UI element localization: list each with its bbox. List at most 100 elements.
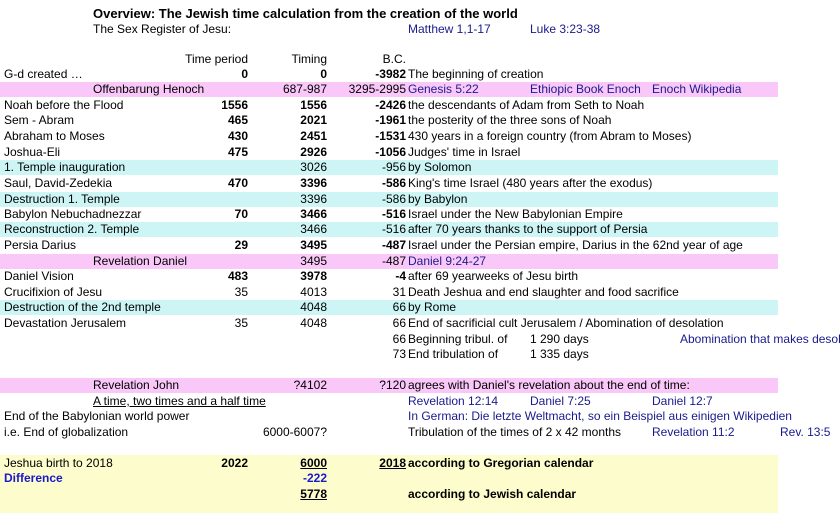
- ref-rev-13-link[interactable]: Rev. 13:5: [780, 425, 831, 439]
- row-desc: the posterity of the three sons of Noah: [408, 113, 612, 127]
- row-days: 1 335 days: [530, 347, 589, 361]
- row-timing: 4048: [300, 300, 327, 314]
- john-line3-timing: 6000-6007?: [262, 425, 327, 439]
- row-label: Revelation Daniel: [93, 254, 188, 268]
- row-period: 70: [234, 207, 248, 221]
- row-label: Noah before the Flood: [4, 98, 124, 112]
- summary-year: 2018: [379, 456, 406, 470]
- row-desc: Judges' time in Israel: [408, 145, 521, 159]
- row-desc: End of sacrificial cult Jerusalem / Abom…: [408, 316, 724, 330]
- john-label: Revelation John: [93, 378, 180, 392]
- row-label: Devastation Jerusalem: [4, 316, 127, 330]
- band-revelation-john: [0, 378, 778, 393]
- row-days: 1 290 days: [530, 332, 589, 346]
- row-label: Offenbarung Henoch: [93, 82, 205, 96]
- ref-matthew-link[interactable]: Matthew 1,1-17: [408, 22, 491, 36]
- row-timing: 4013: [300, 285, 327, 299]
- row-bc: -2426: [375, 98, 406, 112]
- row-bc: 66: [392, 316, 406, 330]
- row-desc: Israel under the Persian empire, Darius …: [408, 238, 743, 252]
- row-bc: -4: [395, 269, 406, 283]
- row-timing: 4048: [300, 316, 327, 330]
- row-desc: Beginning tribul. of: [408, 332, 508, 346]
- row-timing: 2451: [300, 129, 327, 143]
- ref-abomination-link[interactable]: Abomination that makes desolate: [680, 332, 840, 346]
- ref-luke-link[interactable]: Luke 3:23-38: [530, 22, 601, 36]
- row-desc: by Solomon: [408, 160, 472, 174]
- row-bc: 3295-2995: [348, 82, 406, 96]
- row-label: 1. Temple inauguration: [4, 160, 126, 174]
- row-label: Destruction of the 2nd temple: [4, 300, 161, 314]
- row-period: 475: [227, 145, 248, 159]
- row-timing: 687-987: [282, 82, 327, 96]
- band-henoch: [0, 82, 778, 97]
- row-label: Joshua-Eli: [4, 145, 61, 159]
- col-time-period: Time period: [185, 52, 248, 66]
- john-line3-label: i.e. End of globalization: [4, 425, 129, 439]
- row-desc: End tribulation of: [408, 347, 499, 361]
- summary-period: 2022: [221, 456, 248, 470]
- difference-label: Difference: [4, 471, 63, 485]
- band-reconstruction-2: [0, 222, 778, 237]
- ref-enoch-book-link[interactable]: Ethiopic Book Enoch: [530, 82, 641, 96]
- row-bc: 66: [392, 332, 406, 346]
- ref-daniel-7-link[interactable]: Daniel 7:25: [530, 394, 591, 408]
- row-desc: King's time Israel (480 years after the …: [408, 176, 653, 190]
- page-title: Overview: The Jewish time calculation fr…: [93, 6, 518, 21]
- john-subtitle: A time, two times and a half time: [93, 394, 266, 408]
- row-label: Babylon Nebuchadnezzar: [4, 207, 142, 221]
- row-bc: -956: [381, 160, 406, 174]
- row-desc: by Rome: [408, 300, 457, 314]
- row-bc: 66: [392, 300, 406, 314]
- row-period: 470: [227, 176, 248, 190]
- ref-enoch-wiki-link[interactable]: Enoch Wikipedia: [652, 82, 742, 96]
- jewish-year-value: 5778: [300, 487, 327, 501]
- page-subtitle: The Sex Register of Jesu:: [93, 22, 232, 36]
- row-timing: 3026: [300, 160, 327, 174]
- row-label: Saul, David-Zedekia: [4, 176, 113, 190]
- john-line3-desc: Tribulation of the times of 2 x 42 month…: [408, 425, 621, 439]
- john-desc: agrees with Daniel's revelation about th…: [408, 378, 690, 392]
- row-timing: 3396: [300, 176, 327, 190]
- ref-genesis-link[interactable]: Genesis 5:22: [408, 82, 479, 96]
- row-period: 483: [227, 269, 248, 283]
- band-destruction-2: [0, 300, 778, 315]
- row-timing: 3978: [300, 269, 327, 283]
- band-summary: [0, 455, 778, 513]
- row-desc: after 69 yearweeks of Jesu birth: [408, 269, 579, 283]
- summary-timing: 6000: [300, 456, 327, 470]
- row-label: Sem - Abram: [4, 113, 75, 127]
- summary-desc-gregorian: according to Gregorian calendar: [408, 456, 594, 470]
- row-period: 430: [227, 129, 248, 143]
- summary-desc-jewish: according to Jewish calendar: [408, 487, 577, 501]
- row-period: 35: [234, 285, 248, 299]
- row-period: 1556: [221, 98, 248, 112]
- row-bc: -3982: [375, 67, 406, 81]
- row-bc: 31: [392, 285, 406, 299]
- row-bc: -487: [381, 238, 406, 252]
- row-bc: -1961: [375, 113, 406, 127]
- ref-revelation-11-link[interactable]: Revelation 11:2: [652, 425, 735, 439]
- band-revelation-daniel: [0, 254, 778, 269]
- col-timing: Timing: [291, 52, 327, 66]
- ref-revelation-12-link[interactable]: Revelation 12:14: [408, 394, 499, 408]
- row-bc: -516: [381, 222, 406, 236]
- ref-weltmacht-link[interactable]: In German: Die letzte Weltmacht, so ein …: [408, 409, 792, 423]
- ref-daniel-9-link[interactable]: Daniel 9:24-27: [408, 254, 487, 268]
- row-label: G-d created …: [4, 67, 83, 81]
- row-desc: Death Jeshua and end slaughter and food …: [408, 285, 679, 299]
- row-label: Abraham to Moses: [4, 129, 105, 143]
- ref-daniel-12-link[interactable]: Daniel 12:7: [652, 394, 713, 408]
- row-timing: 1556: [300, 98, 327, 112]
- row-desc: Israel under the New Babylonian Empire: [408, 207, 623, 221]
- row-desc: the descendants of Adam from Seth to Noa…: [408, 98, 645, 112]
- row-label: Crucifixion of Jesu: [4, 285, 103, 299]
- john-bc: ?120: [379, 378, 406, 392]
- john-line2-label: End of the Babylonian world power: [4, 409, 190, 423]
- row-bc: -487: [381, 254, 406, 268]
- row-bc: -586: [381, 176, 406, 190]
- row-desc: after 70 years thanks to the support of …: [408, 222, 648, 236]
- row-timing: 3466: [300, 222, 327, 236]
- row-bc: -516: [381, 207, 406, 221]
- row-desc: by Babylon: [408, 192, 468, 206]
